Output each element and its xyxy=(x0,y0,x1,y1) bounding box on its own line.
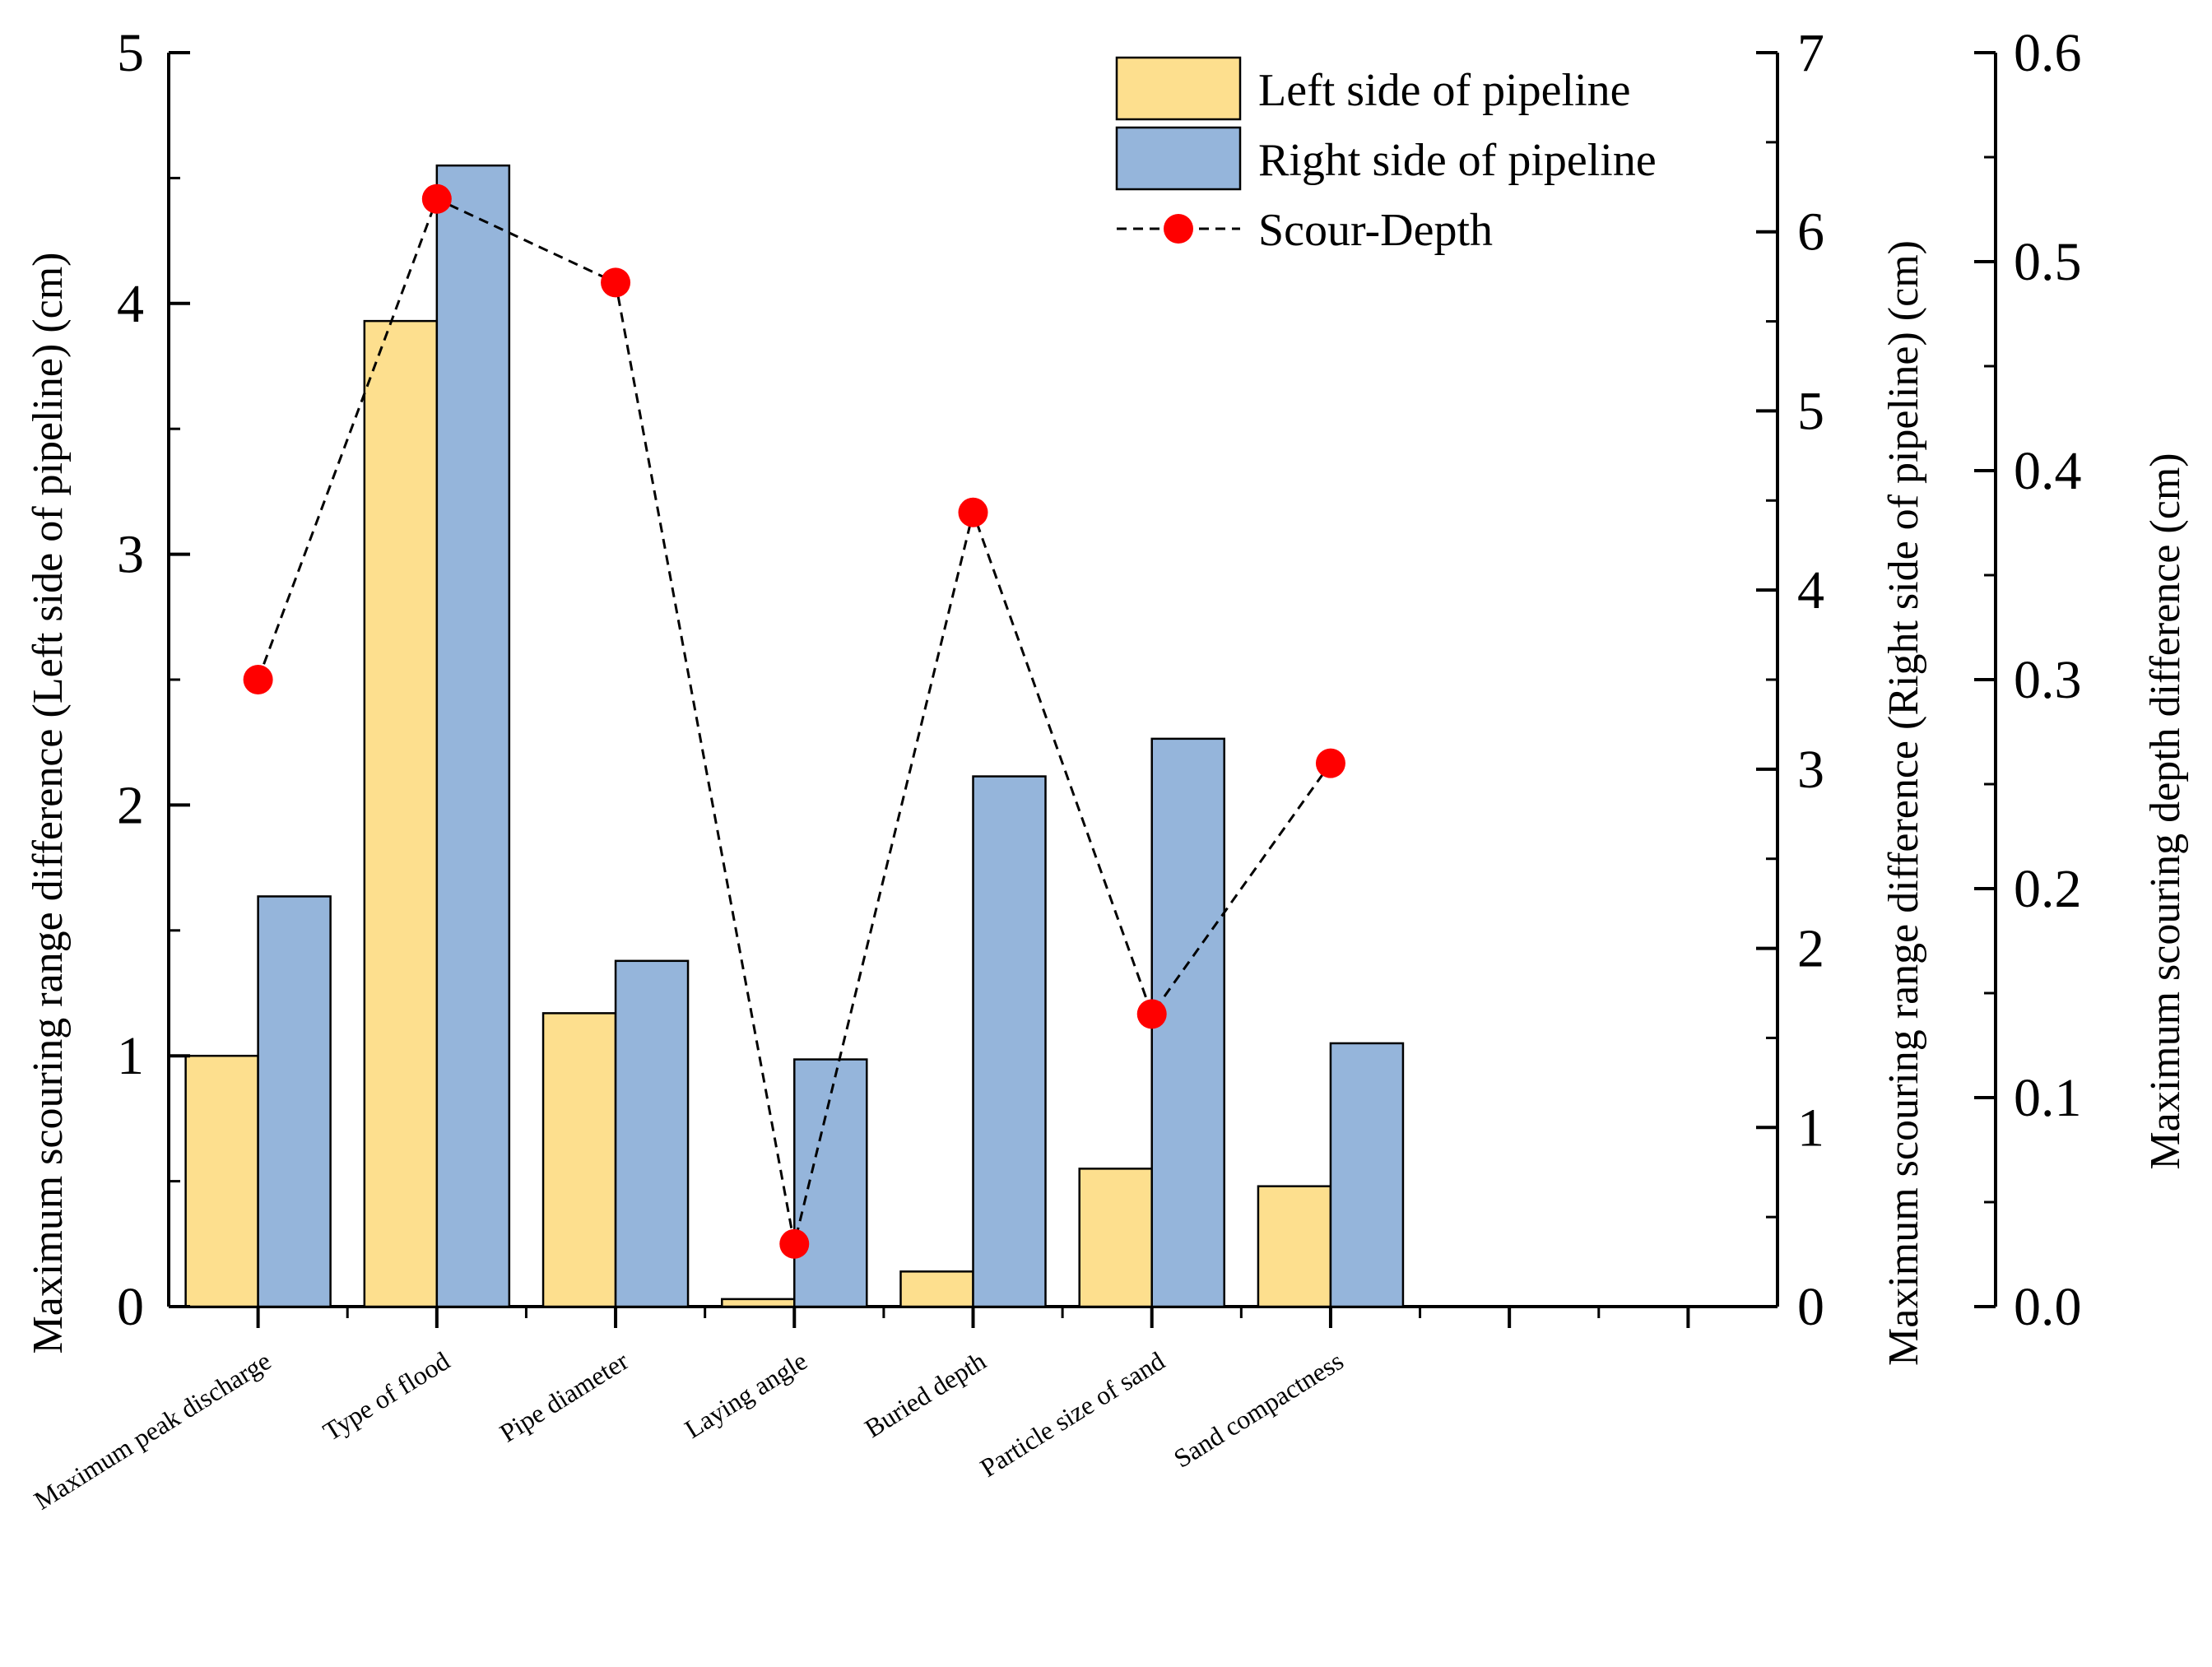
right2-tick-label: 0.0 xyxy=(2014,1277,2082,1337)
bar-right-laying-angle xyxy=(793,1058,868,1308)
right-tick-label: 7 xyxy=(1797,23,1824,83)
left-tick-label: 5 xyxy=(117,23,144,83)
bar-marks xyxy=(184,164,1405,1308)
bar-right-pipe-diameter xyxy=(614,959,690,1308)
right-tick-label: 6 xyxy=(1797,202,1824,262)
scour-depth-point-particle-size-of-sand xyxy=(1136,999,1167,1029)
bar-right-maximum-peak-discharge xyxy=(257,895,332,1308)
right2-axis-title: Maximum scouring depth difference (cm) xyxy=(2142,453,2189,1169)
scour-depth-line xyxy=(243,183,1345,1259)
bar-right-buried-depth xyxy=(972,775,1047,1308)
category-label-pipe-diameter: Pipe diameter xyxy=(495,1345,634,1447)
left-tick-label: 4 xyxy=(117,274,144,334)
left-tick-label: 0 xyxy=(117,1277,144,1337)
right2-tick-label: 0.4 xyxy=(2014,441,2082,501)
right-tick-label: 5 xyxy=(1797,381,1824,441)
category-label-type-of-flood: Type of flood xyxy=(318,1345,454,1446)
right-axis-title: Maximum scouring range difference (Right… xyxy=(1880,240,1927,1366)
category-label-maximum-peak-discharge: Maximum peak discharge xyxy=(29,1345,276,1515)
left-tick-label: 3 xyxy=(117,525,144,585)
category-label-laying-angle: Laying angle xyxy=(679,1345,811,1444)
bar-left-particle-size-of-sand xyxy=(1078,1168,1153,1308)
legend-swatch-right xyxy=(1115,126,1242,191)
right-tick-label: 4 xyxy=(1797,560,1824,620)
right-tick-label: 1 xyxy=(1797,1098,1824,1158)
right2-tick-label: 0.2 xyxy=(2014,859,2082,919)
right-tick-label: 2 xyxy=(1797,919,1824,979)
bar-right-sand-compactness xyxy=(1329,1042,1405,1308)
legend-marker-scour-depth xyxy=(1164,214,1193,244)
scour-depth-point-sand-compactness xyxy=(1315,748,1345,778)
legend-label-right: Right side of pipeline xyxy=(1258,135,1657,186)
bar-left-buried-depth xyxy=(899,1270,974,1308)
scour-depth-point-buried-depth xyxy=(958,497,988,527)
bar-left-sand-compactness xyxy=(1257,1185,1332,1308)
left-tick-label: 1 xyxy=(117,1026,144,1086)
scour-depth-point-type-of-flood xyxy=(421,183,452,214)
right-tick-label: 0 xyxy=(1797,1277,1824,1337)
bar-left-pipe-diameter xyxy=(541,1012,617,1308)
right-tick-label: 3 xyxy=(1797,740,1824,800)
scour-depth-point-maximum-peak-discharge xyxy=(243,665,273,694)
scour-depth-point-laying-angle xyxy=(779,1228,810,1259)
right2-tick-label: 0.1 xyxy=(2014,1068,2082,1128)
right2-tick-label: 0.6 xyxy=(2014,23,2082,83)
category-label-buried-depth: Buried depth xyxy=(859,1345,991,1443)
category-label-particle-size-of-sand: Particle size of sand xyxy=(975,1345,1170,1483)
right2-tick-label: 0.5 xyxy=(2014,232,2082,292)
bar-right-particle-size-of-sand xyxy=(1150,737,1225,1308)
right2-tick-label: 0.3 xyxy=(2014,650,2082,710)
bar-left-laying-angle xyxy=(721,1298,796,1308)
bar-left-maximum-peak-discharge xyxy=(184,1054,259,1308)
legend-label-left: Left side of pipeline xyxy=(1258,65,1631,116)
legend: Left side of pipeline Right side of pipel… xyxy=(1115,56,1657,256)
legend-label-scour-depth: Scour-Depth xyxy=(1258,205,1493,256)
bar-left-type-of-flood xyxy=(363,319,439,1308)
scour-depth-point-pipe-diameter xyxy=(601,267,631,298)
left-tick-label: 2 xyxy=(117,775,144,835)
bar-right-type-of-flood xyxy=(435,164,511,1308)
legend-swatch-left xyxy=(1115,56,1242,121)
category-label-sand-compactness: Sand compactness xyxy=(1169,1345,1349,1473)
left-axis-title: Maximum scouring range difference (Left … xyxy=(25,253,72,1354)
